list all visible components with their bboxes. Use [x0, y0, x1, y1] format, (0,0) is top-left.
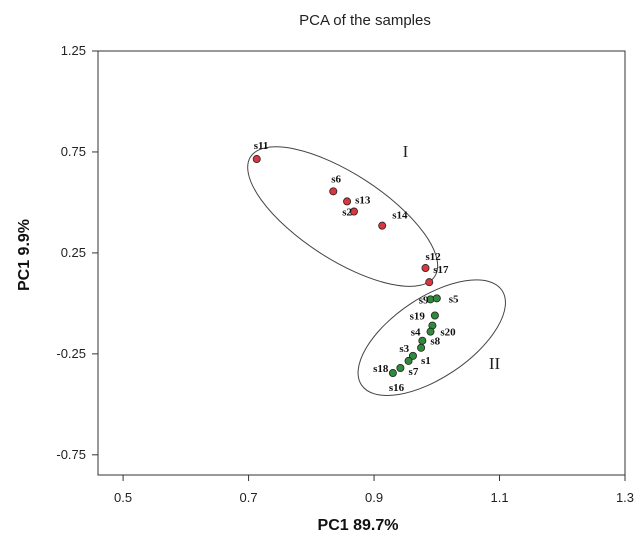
point-s11	[252, 155, 261, 164]
y-tick-label: -0.25	[56, 346, 86, 361]
plot-area	[97, 50, 626, 476]
group-label-i: I	[403, 142, 409, 161]
point-s16	[388, 369, 397, 378]
point-s17	[425, 278, 434, 287]
group-label-ii: II	[489, 354, 501, 373]
point-s12	[421, 264, 430, 273]
x-tick-label: 1.3	[616, 490, 634, 505]
point-label-s13: s13	[355, 194, 371, 206]
x-tick-label: 0.9	[365, 490, 383, 505]
point-label-s12: s12	[425, 251, 441, 263]
group-i-ellipse	[247, 146, 439, 287]
point-label-s9: s9	[419, 294, 429, 306]
point-label-s8: s8	[430, 336, 440, 348]
point-label-s6: s6	[331, 173, 341, 185]
point-label-s19: s19	[410, 310, 426, 322]
x-axis-label: PC1 89.7%	[318, 517, 399, 534]
point-s7	[404, 356, 413, 365]
x-axis-ticks: 0.5 0.7 0.9 1.1 1.3	[114, 475, 634, 505]
point-s18	[396, 363, 405, 372]
point-label-s7: s7	[409, 366, 419, 378]
point-s3	[417, 343, 426, 352]
point-s5	[432, 294, 441, 303]
y-tick-label: -0.75	[56, 447, 86, 462]
y-axis-ticks: 1.25 0.75 0.25 -0.25 -0.75	[56, 43, 98, 462]
y-tick-label: 0.25	[61, 245, 86, 260]
point-label-s4: s4	[411, 327, 421, 339]
point-label-s2: s2	[342, 207, 352, 219]
y-axis-label: PC1 9.9%	[16, 219, 33, 291]
point-label-s20: s20	[440, 327, 456, 339]
x-tick-label: 1.1	[490, 490, 508, 505]
point-s4	[426, 327, 435, 336]
x-tick-label: 0.5	[114, 490, 132, 505]
point-label-s3: s3	[399, 343, 409, 355]
group-ii-ellipse	[357, 279, 506, 397]
group-labels: III	[403, 142, 501, 373]
point-label-s11: s11	[254, 140, 269, 152]
x-tick-label: 0.7	[240, 490, 258, 505]
point-s6	[329, 187, 338, 196]
group-ellipses	[247, 146, 506, 397]
point-label-s5: s5	[449, 293, 459, 305]
point-s19	[430, 311, 439, 320]
point-label-s18: s18	[373, 363, 389, 375]
y-tick-label: 1.25	[61, 43, 86, 58]
data-points	[252, 155, 441, 378]
point-label-s16: s16	[389, 382, 405, 394]
point-s14	[378, 221, 387, 230]
point-s2	[349, 207, 358, 216]
chart-title: PCA of the samples	[299, 12, 431, 29]
point-label-s1: s1	[421, 355, 431, 367]
point-s1	[408, 351, 417, 360]
y-tick-label: 0.75	[61, 144, 86, 159]
point-label-s17: s17	[433, 264, 449, 276]
plot-frame	[97, 50, 626, 476]
point-s13	[343, 197, 352, 206]
point-label-s14: s14	[392, 210, 408, 222]
